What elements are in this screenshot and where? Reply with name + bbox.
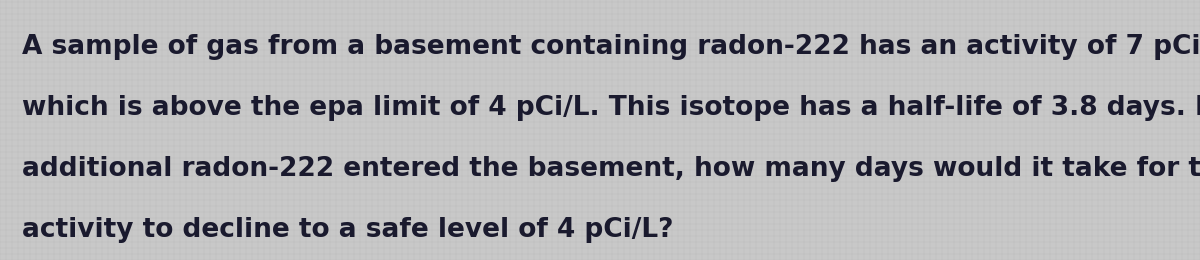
Text: which is above the epa limit of 4 pCi/L. This isotope has a half-life of 3.8 day: which is above the epa limit of 4 pCi/L.… xyxy=(22,95,1200,121)
Text: activity to decline to a safe level of 4 pCi/L?: activity to decline to a safe level of 4… xyxy=(22,217,673,243)
Text: A sample of gas from a basement containing radon-222 has an activity of 7 pCi/L,: A sample of gas from a basement containi… xyxy=(22,34,1200,60)
Text: additional radon-222 entered the basement, how many days would it take for the: additional radon-222 entered the basemen… xyxy=(22,156,1200,182)
